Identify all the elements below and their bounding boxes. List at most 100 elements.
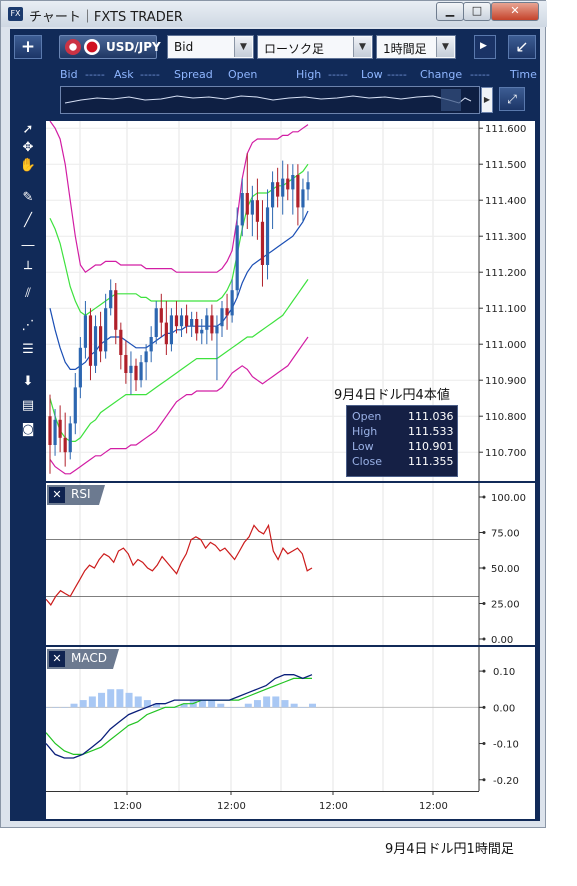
rsi-axis-dot <box>482 602 486 605</box>
us-flag-icon <box>65 39 81 55</box>
bearish-candle <box>210 315 214 334</box>
bullish-candle <box>109 290 113 309</box>
bollinger-upper-1sigma-line <box>49 163 309 317</box>
bollinger-lower-2sigma-line <box>49 336 309 475</box>
indicator-list-icon[interactable]: ▤ <box>21 398 35 413</box>
macd-panel-header: ✕ MACD <box>47 649 127 669</box>
bearish-candle <box>255 200 260 222</box>
bearish-candle <box>164 322 168 345</box>
macd-histogram-bar <box>208 700 216 708</box>
fibonacci-retracement-icon[interactable]: ☰ <box>22 342 34 357</box>
close-button[interactable]: ✕ <box>491 2 539 21</box>
macd-axis-label: -0.20 <box>493 776 519 787</box>
bullish-candle <box>129 365 133 373</box>
rsi-chart-svg: 100.00 75.00 50.00 25.00 0.00 <box>45 483 526 646</box>
chevron-down-icon: ▼ <box>234 37 252 57</box>
bearish-candle <box>245 193 249 215</box>
price-axis-label: 110.900 <box>485 376 526 387</box>
macd-histogram-bar <box>290 703 298 708</box>
crosshair-cursor-icon[interactable]: ✥ <box>22 140 34 155</box>
bearish-candle <box>260 221 265 265</box>
bullish-candle <box>68 423 72 453</box>
download-icon[interactable]: ⬇ <box>22 374 34 389</box>
timeframe-select[interactable]: 1時間足 ▼ <box>376 35 456 59</box>
symbol-selector[interactable]: USD/JPY <box>59 35 161 59</box>
price-type-value: Bid <box>174 40 194 54</box>
navigator-scroll-right-icon[interactable]: ▶ <box>481 87 493 113</box>
rsi-line <box>45 523 313 606</box>
macd-panel[interactable]: 0.10 0.00 -0.10 -0.20 ✕ MACD <box>43 647 535 791</box>
macd-histogram-bar <box>299 707 307 708</box>
title-bar[interactable]: FX チャート｜FXTS TRADER ▁ □ ✕ <box>1 1 547 27</box>
trash-icon[interactable]: ✎ <box>22 190 34 205</box>
bullish-candle <box>190 319 194 327</box>
low-label: Low <box>361 68 383 81</box>
bullish-candle <box>73 387 77 424</box>
maximize-button[interactable]: □ <box>463 2 491 21</box>
bullish-candle <box>306 182 310 190</box>
bollinger-upper-2sigma-line <box>49 120 309 274</box>
bullish-candle <box>179 315 184 327</box>
bullish-candle <box>53 419 57 445</box>
macd-histogram-bar <box>88 696 96 708</box>
bullish-candle <box>144 351 148 363</box>
macd-close-icon[interactable]: ✕ <box>49 651 65 667</box>
open-label: Open <box>228 68 258 81</box>
toolbar-scroll-button[interactable]: ▶ <box>474 35 496 59</box>
detach-button[interactable]: ↙ <box>508 35 536 59</box>
fibonacci-fan-icon[interactable]: ⋰ <box>21 318 35 333</box>
macd-axis-dot <box>482 778 486 782</box>
bearish-candle <box>48 416 52 445</box>
cursor-arrow-icon[interactable]: ➚ <box>22 122 34 137</box>
bullish-candle <box>93 326 98 366</box>
drawing-toolbar: ➚ ✥ ✋ ✎ ╱ ― ┴ ⫽ ⋰ ☰ ⬇ ▤ ◙ <box>10 121 46 821</box>
navigator-line <box>64 89 472 111</box>
rsi-close-icon[interactable]: ✕ <box>49 487 65 503</box>
zoom-reset-icon[interactable]: ⤢ <box>499 87 525 111</box>
macd-histogram-bar <box>198 700 206 708</box>
bullish-candle <box>250 200 254 215</box>
bullish-candle <box>235 225 239 291</box>
bullish-candle <box>200 329 204 334</box>
rsi-panel[interactable]: 100.00 75.00 50.00 25.00 0.00 ✕ RSI <box>45 483 535 646</box>
annotation-caption: 9月4日ドル円4本値 <box>334 388 450 403</box>
high-value: ----- <box>328 68 348 81</box>
bullish-candle <box>149 337 153 352</box>
rsi-axis-label: 75.00 <box>491 529 520 540</box>
rsi-label: RSI <box>71 487 91 501</box>
macd-histogram-bar <box>180 703 188 708</box>
trendline-icon[interactable]: ╱ <box>24 213 32 228</box>
ask-label: Ask <box>114 68 134 81</box>
bullish-candle <box>83 315 88 348</box>
navigator-overview[interactable]: ▶ <box>60 86 493 114</box>
price-axis-label: 111.400 <box>485 196 526 207</box>
ohlc-high-row: High 111.533 <box>352 425 454 440</box>
low-value: ----- <box>387 68 407 81</box>
price-type-select[interactable]: Bid ▼ <box>167 35 254 59</box>
macd-histogram-bar <box>125 692 133 708</box>
vertical-line-icon[interactable]: ┴ <box>24 262 32 277</box>
parallel-channel-icon[interactable]: ⫽ <box>25 286 31 301</box>
macd-histogram-bar <box>143 700 151 708</box>
price-axis-label: 111.100 <box>485 304 526 315</box>
hand-pan-icon[interactable]: ✋ <box>19 158 37 173</box>
rsi-panel-header: ✕ RSI <box>47 485 113 505</box>
price-chart[interactable]: 111.600 111.500 111.400 111.300 111.200 111.1… <box>46 120 535 495</box>
macd-histogram-bar <box>52 707 60 708</box>
chevron-right-icon: ▶ <box>480 41 487 51</box>
chart-type-select[interactable]: ローソク足 ▼ <box>257 35 373 59</box>
macd-histogram-bar <box>217 703 225 708</box>
bearish-candle <box>195 319 199 334</box>
add-chart-button[interactable]: + <box>14 35 42 59</box>
camera-icon[interactable]: ◙ <box>21 422 35 437</box>
app-icon: FX <box>8 7 23 21</box>
minimize-button[interactable]: ▁ <box>436 2 464 21</box>
bearish-candle <box>114 290 118 330</box>
ohlc-high-value: 111.533 <box>408 425 454 438</box>
change-label: Change <box>420 68 463 81</box>
horizontal-line-icon[interactable]: ― <box>21 238 35 253</box>
bearish-candle <box>124 355 128 373</box>
high-label: High <box>296 68 322 81</box>
bearish-candle <box>119 329 123 355</box>
bullish-candle <box>270 182 275 208</box>
